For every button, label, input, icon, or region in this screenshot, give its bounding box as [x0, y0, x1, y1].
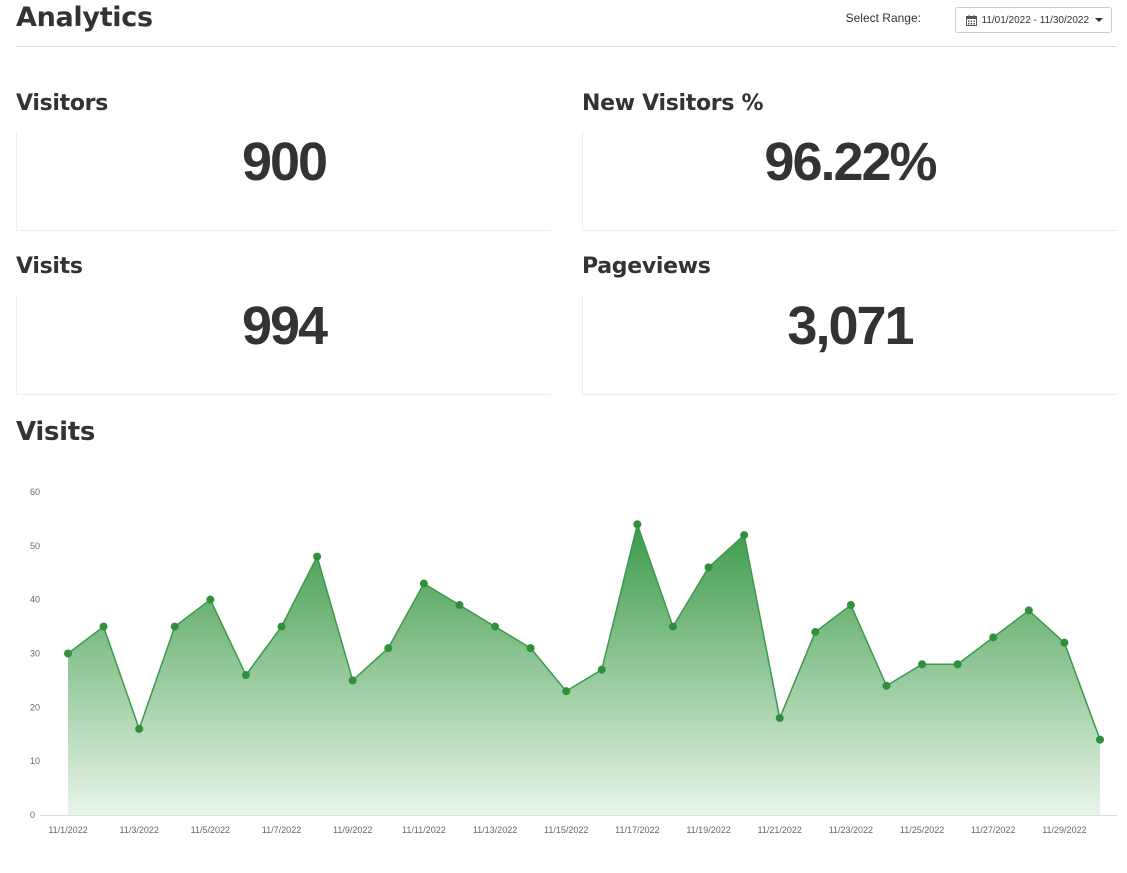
x-tick-label: 11/7/2022 [262, 825, 301, 835]
visits-chart: 0 10 20 30 40 50 60 11/1/2022 11/3/2022 11/5/2022… [30, 487, 1117, 835]
x-tick-label: 11/21/2022 [758, 825, 802, 835]
pageviews-card: 3,071 [582, 295, 1117, 395]
data-point [206, 595, 215, 604]
visits-value: 994 [241, 296, 328, 356]
page-title: Analytics [16, 2, 153, 33]
range-label: Select Range: [845, 11, 921, 25]
data-point [882, 681, 891, 690]
date-range-picker-button[interactable]: 11/01/2022 - 11/30/2022 [954, 7, 1112, 33]
data-point [526, 644, 535, 653]
chart-title: Visits [16, 417, 96, 447]
data-point [740, 531, 749, 540]
new-visitors-label: New Visitors % [582, 91, 764, 116]
y-tick-label: 40 [30, 595, 40, 605]
data-point [633, 520, 642, 529]
data-point [99, 622, 108, 631]
y-tick-label: 10 [30, 756, 40, 766]
data-point [989, 633, 998, 642]
data-point [811, 627, 820, 636]
data-point [277, 622, 286, 631]
x-tick-label: 11/19/2022 [686, 825, 730, 835]
caret-down-icon [1095, 18, 1103, 22]
x-tick-label: 11/25/2022 [900, 825, 944, 835]
x-tick-label: 11/13/2022 [473, 825, 517, 835]
x-tick-label: 11/11/2022 [402, 825, 446, 835]
visitors-card: 900 [16, 131, 551, 231]
data-point [170, 622, 179, 631]
visits-line [67, 521, 1101, 740]
visitors-label: Visitors [16, 91, 108, 116]
x-tick-label: 11/3/2022 [119, 825, 158, 835]
x-tick-label: 11/5/2022 [191, 825, 230, 835]
data-point [953, 660, 962, 669]
y-tick-label: 60 [30, 487, 40, 497]
pageviews-value: 3,071 [787, 296, 914, 356]
page-header: Analytics Select Range: 11/01/2022 - 11/… [16, 0, 1117, 47]
data-point [64, 649, 72, 658]
new-visitors-card: 96.22% [582, 131, 1117, 231]
y-tick-label: 30 [30, 649, 40, 659]
pageviews-label: Pageviews [582, 254, 711, 279]
new-visitors-value: 96.22% [764, 132, 937, 192]
data-point [597, 665, 606, 674]
x-tick-label: 11/27/2022 [971, 825, 1015, 835]
x-tick-label: 11/23/2022 [829, 825, 873, 835]
x-tick-label: 11/29/2022 [1042, 825, 1086, 835]
data-point [241, 671, 250, 680]
y-tick-label: 0 [30, 810, 35, 820]
data-point [668, 622, 677, 631]
visits-label: Visits [16, 254, 83, 279]
data-point [1060, 638, 1069, 647]
x-tick-label: 11/9/2022 [333, 825, 372, 835]
date-range-value: 11/01/2022 - 11/30/2022 [981, 14, 1090, 26]
data-point [775, 714, 784, 723]
x-tick-label: 11/1/2022 [48, 825, 87, 835]
x-tick-label: 11/15/2022 [544, 825, 588, 835]
visitors-value: 900 [241, 132, 328, 192]
data-point [562, 687, 571, 696]
x-tick-label: 11/17/2022 [615, 825, 659, 835]
y-tick-label: 50 [30, 541, 40, 551]
calendar-icon [965, 14, 977, 26]
data-point [491, 622, 500, 631]
y-tick-label: 20 [30, 702, 40, 712]
data-point [846, 601, 855, 610]
data-point [313, 552, 322, 561]
data-point [135, 724, 144, 733]
data-point [455, 601, 464, 610]
data-point [419, 579, 428, 588]
data-point [1096, 735, 1104, 744]
data-point [348, 676, 357, 685]
visits-card: 994 [16, 295, 551, 395]
data-point [384, 644, 393, 653]
data-point [704, 563, 713, 572]
visits-area [68, 524, 1100, 815]
data-point [1024, 606, 1033, 615]
data-point [918, 660, 927, 669]
